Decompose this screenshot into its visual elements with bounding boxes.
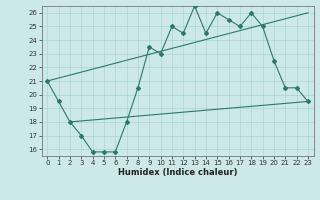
- X-axis label: Humidex (Indice chaleur): Humidex (Indice chaleur): [118, 168, 237, 177]
